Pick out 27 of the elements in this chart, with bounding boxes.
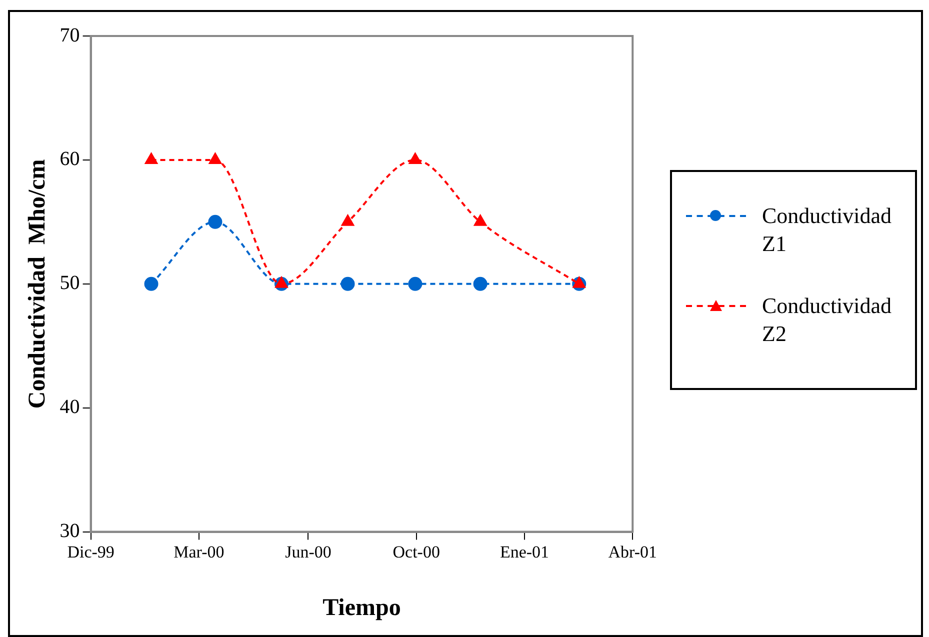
x-tick-label: Ene-01 xyxy=(500,542,550,562)
point xyxy=(275,276,288,288)
point xyxy=(409,152,422,164)
point xyxy=(209,152,222,164)
point xyxy=(408,276,422,291)
point xyxy=(145,152,158,164)
y-tick-label: 60 xyxy=(60,148,80,170)
point xyxy=(208,214,222,229)
point xyxy=(474,214,487,226)
y-axis-title: Conductividad Mho/cm xyxy=(24,159,51,409)
legend-label: Conductividad Z2 xyxy=(762,292,893,348)
point xyxy=(144,276,158,291)
x-tick-label: Abr-01 xyxy=(608,542,658,562)
x-tick-label: Oct-00 xyxy=(392,542,440,562)
y-tick-label: 40 xyxy=(60,396,80,418)
legend-label: Conductividad Z1 xyxy=(762,202,893,258)
y-tick-label: 70 xyxy=(60,24,80,46)
point xyxy=(340,276,355,291)
point xyxy=(342,214,354,226)
x-tick-label: Dic-99 xyxy=(67,542,114,562)
x-tick-label: Jun-00 xyxy=(285,542,332,562)
y-tick-label: 30 xyxy=(60,520,80,542)
x-tick-label: Mar-00 xyxy=(174,542,224,562)
x-axis-title: Tiempo xyxy=(322,594,401,621)
point xyxy=(572,276,586,288)
point xyxy=(473,276,488,291)
y-tick-label: 50 xyxy=(60,272,80,294)
